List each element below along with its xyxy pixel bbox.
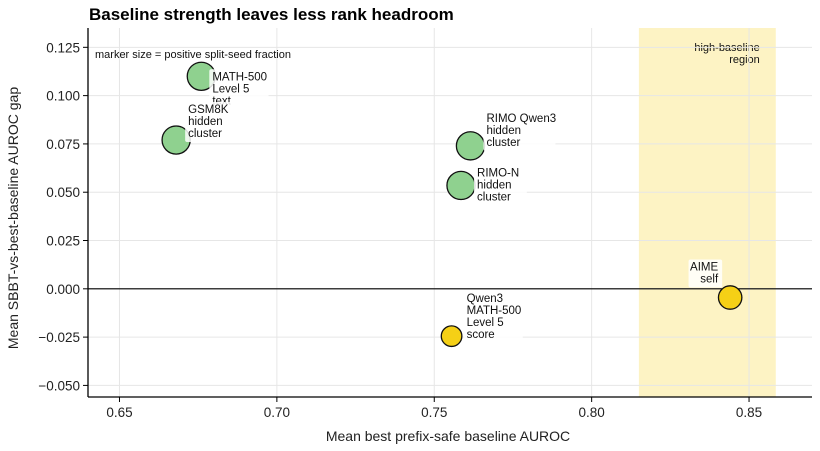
point-label-line: hidden: [188, 116, 223, 128]
point-label-line: Level 5: [467, 317, 504, 329]
point-label-background: [185, 102, 238, 143]
point-label-background: [688, 259, 723, 288]
point-label: AIME self: [690, 262, 719, 286]
point-label-background: [474, 165, 527, 206]
point-label-line: hidden: [486, 125, 521, 137]
point-label: Qwen3 MATH-500 Level 5 score: [467, 293, 522, 341]
data-point: [446, 170, 476, 201]
point-label-line: AIME: [690, 262, 718, 274]
x-tick-label: 0.85: [736, 405, 762, 420]
y-tick-label: 0.050: [46, 185, 80, 200]
point-label-background: [483, 110, 556, 151]
size-note: marker size = positive split-seed fracti…: [95, 49, 291, 61]
point-label-line: score: [467, 329, 495, 341]
point-label-background: [209, 69, 269, 110]
point-label-line: GSM8K: [188, 104, 229, 116]
region-label-line: high-baseline: [694, 42, 759, 54]
y-tick-label: 0.075: [46, 137, 80, 152]
data-point: [717, 285, 743, 310]
point-label-line: cluster: [188, 128, 222, 140]
point-label: RIMO-N hidden cluster: [477, 167, 519, 203]
point-label-line: cluster: [486, 137, 520, 149]
point-label-line: Level 5: [212, 83, 249, 95]
point-label-line: self: [700, 274, 719, 286]
y-tick-label: −0.050: [38, 378, 80, 393]
y-tick-label: 0.000: [46, 282, 80, 297]
x-tick-label: 0.65: [106, 405, 132, 420]
x-tick-label: 0.80: [579, 405, 605, 420]
point-label-line: MATH-500: [212, 71, 267, 83]
point-label-line: Qwen3: [467, 293, 503, 305]
point-label-line: hidden: [477, 179, 512, 191]
point-label-line: cluster: [477, 191, 511, 203]
region-label-line: region: [729, 54, 760, 66]
high-baseline-region: [638, 28, 776, 397]
point-label-line: MATH-500: [467, 305, 522, 317]
y-tick-label: −0.025: [38, 330, 80, 345]
point-label-line: RIMO Qwen3: [486, 113, 556, 125]
x-tick-label: 0.75: [421, 405, 447, 420]
point-label-background: [463, 291, 523, 344]
y-tick-label: 0.025: [46, 234, 80, 249]
x-axis-label: Mean best prefix-safe baseline AUROC: [326, 428, 570, 444]
region-label: high-baseline region: [694, 42, 759, 66]
y-axis-label: Mean SBBT-vs-best-baseline AUROC gap: [5, 87, 21, 349]
data-point: [440, 325, 463, 348]
chart-title: Baseline strength leaves less rank headr…: [89, 5, 454, 24]
point-label: RIMO Qwen3 hidden cluster: [486, 113, 556, 149]
point-label-line: RIMO-N: [477, 167, 519, 179]
y-tick-label: 0.100: [46, 89, 80, 104]
data-point: [455, 131, 486, 161]
point-label: GSM8K hidden cluster: [188, 104, 229, 140]
y-tick-label: 0.125: [46, 40, 80, 55]
x-tick-label: 0.70: [264, 405, 290, 420]
